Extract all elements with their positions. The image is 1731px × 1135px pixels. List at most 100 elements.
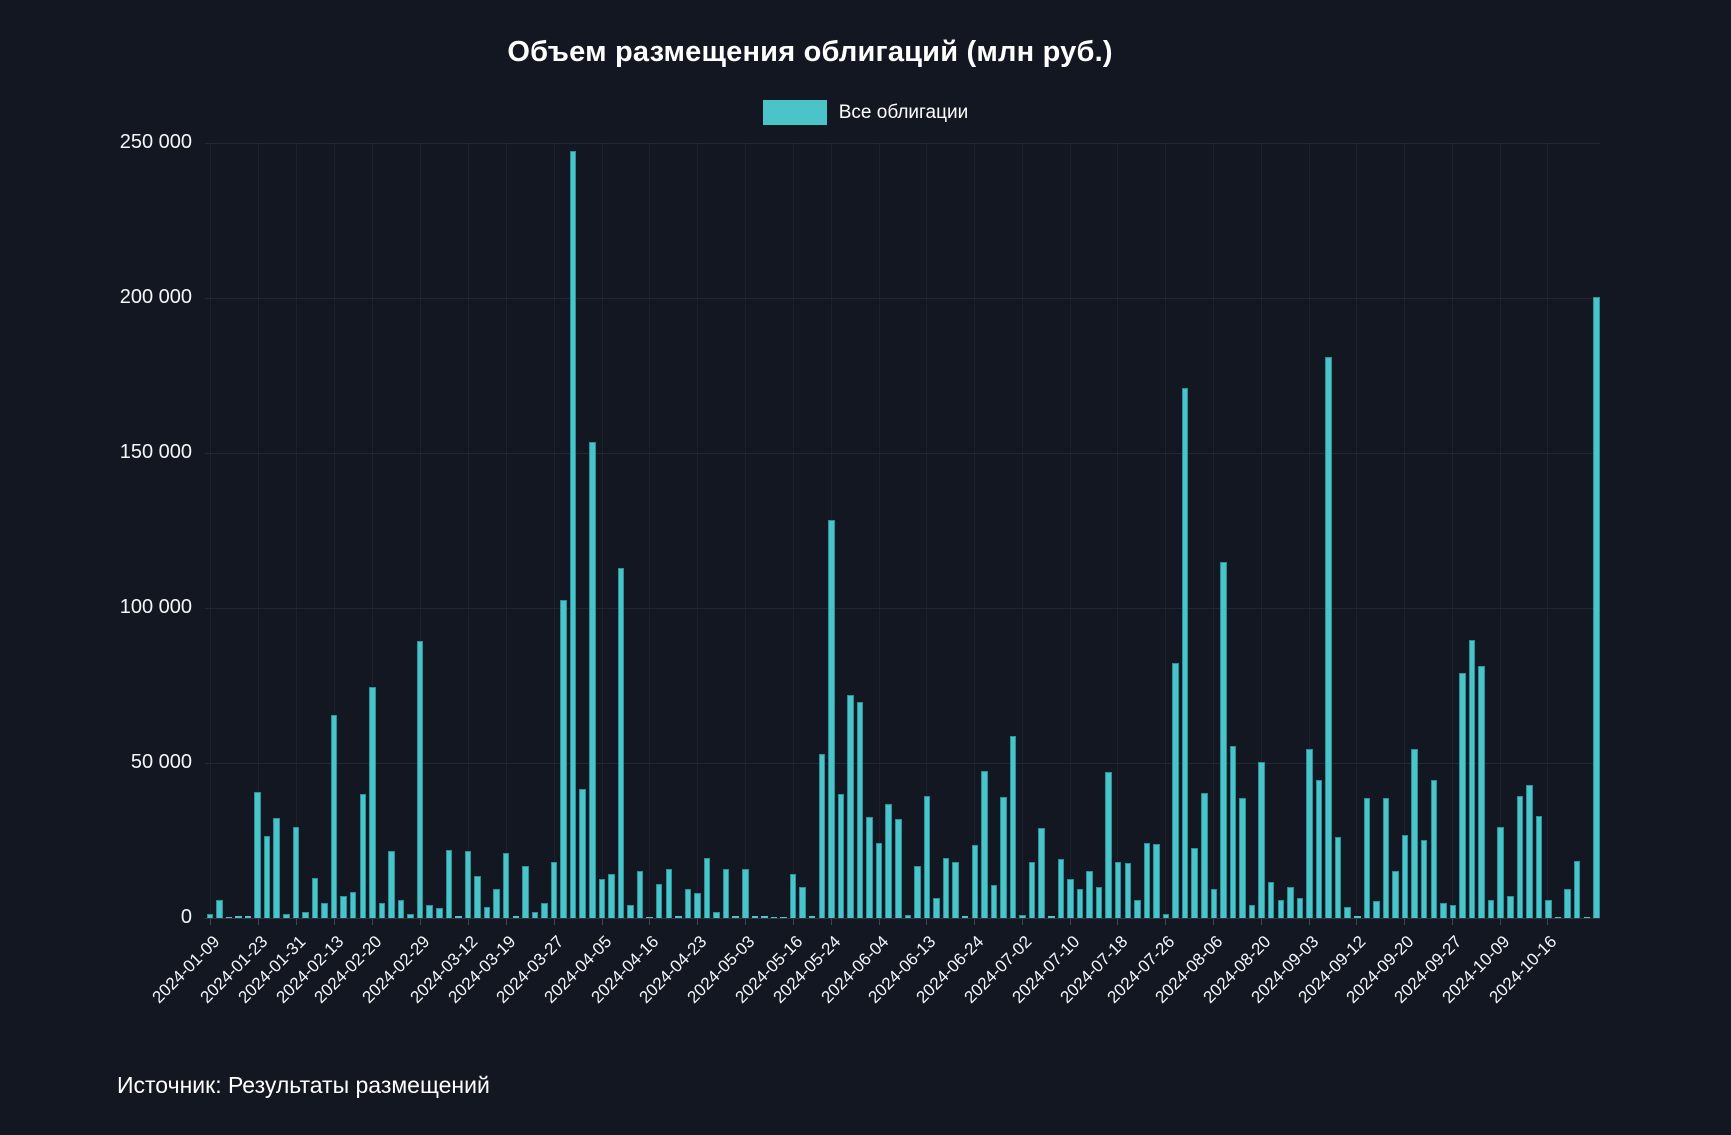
bar[interactable] (579, 789, 586, 918)
bar[interactable] (828, 519, 835, 918)
bar[interactable] (875, 842, 883, 918)
bar[interactable] (407, 913, 414, 918)
bar[interactable] (474, 876, 481, 918)
bar[interactable] (244, 916, 252, 918)
bar[interactable] (627, 904, 634, 918)
bar[interactable] (1354, 916, 1361, 918)
bar[interactable] (1535, 815, 1543, 918)
bar[interactable] (1210, 889, 1218, 918)
bar[interactable] (283, 914, 290, 918)
bar[interactable] (235, 916, 242, 918)
bar[interactable] (1554, 917, 1562, 918)
bar[interactable] (1459, 673, 1466, 918)
bar[interactable] (254, 791, 261, 918)
bar[interactable] (225, 916, 233, 918)
bar[interactable] (1478, 665, 1485, 918)
bar[interactable] (847, 694, 854, 918)
bar[interactable] (541, 903, 548, 918)
bar[interactable] (1344, 906, 1351, 918)
bar[interactable] (1440, 902, 1447, 918)
bar[interactable] (1593, 297, 1600, 918)
bar[interactable] (1095, 886, 1103, 918)
bar[interactable] (1315, 780, 1323, 918)
bar[interactable] (636, 871, 644, 918)
bar[interactable] (1248, 904, 1256, 918)
bar[interactable] (1363, 798, 1371, 918)
bar[interactable] (531, 911, 539, 918)
bar[interactable] (1411, 749, 1418, 918)
bar[interactable] (1468, 639, 1476, 918)
bar[interactable] (455, 915, 462, 918)
bar[interactable] (378, 902, 386, 918)
bar[interactable] (388, 851, 395, 918)
bar[interactable] (445, 849, 453, 918)
bar[interactable] (761, 916, 768, 918)
bar[interactable] (961, 915, 969, 918)
bar[interactable] (464, 851, 472, 918)
bar[interactable] (369, 687, 376, 918)
bar[interactable] (1153, 844, 1160, 918)
bar[interactable] (904, 914, 912, 918)
bar[interactable] (933, 898, 940, 918)
bar[interactable] (952, 861, 959, 918)
bar[interactable] (569, 150, 577, 918)
bar[interactable] (1220, 561, 1227, 918)
bar[interactable] (1229, 746, 1237, 918)
bar[interactable] (971, 845, 979, 918)
bar[interactable] (1449, 904, 1457, 918)
bar[interactable] (942, 858, 950, 918)
bar[interactable] (1277, 899, 1285, 918)
bar[interactable] (1048, 915, 1055, 918)
bar[interactable] (359, 794, 367, 918)
bar[interactable] (914, 865, 921, 918)
bar[interactable] (1105, 772, 1112, 918)
bar[interactable] (751, 915, 759, 918)
bar[interactable] (1067, 878, 1074, 918)
bar[interactable] (483, 906, 491, 918)
bar[interactable] (321, 903, 328, 918)
bar[interactable] (1382, 798, 1390, 918)
bar[interactable] (560, 599, 567, 918)
bar[interactable] (1258, 762, 1265, 918)
bar[interactable] (1162, 913, 1170, 918)
bar[interactable] (1134, 899, 1141, 918)
bar[interactable] (1545, 899, 1552, 918)
bar[interactable] (722, 868, 730, 918)
bar[interactable] (895, 819, 902, 918)
bar[interactable] (675, 915, 682, 918)
bar[interactable] (340, 896, 347, 918)
bar[interactable] (990, 885, 998, 918)
bar[interactable] (837, 794, 845, 918)
bar[interactable] (1516, 795, 1524, 918)
bar[interactable] (1057, 859, 1065, 918)
bar[interactable] (311, 877, 319, 918)
bar[interactable] (589, 442, 596, 918)
bar[interactable] (436, 907, 443, 918)
bar[interactable] (799, 886, 806, 918)
bar[interactable] (206, 913, 214, 918)
bar[interactable] (885, 803, 892, 918)
bar[interactable] (263, 836, 271, 918)
bar[interactable] (1487, 899, 1495, 918)
bar[interactable] (1420, 839, 1428, 918)
bar[interactable] (493, 889, 500, 918)
bar[interactable] (426, 904, 433, 918)
bar[interactable] (646, 917, 653, 918)
bar[interactable] (1430, 780, 1438, 918)
bar[interactable] (1191, 847, 1198, 918)
bar[interactable] (1028, 862, 1036, 918)
bar[interactable] (923, 795, 931, 918)
bar[interactable] (1019, 914, 1026, 918)
bar[interactable] (1287, 886, 1294, 918)
bar[interactable] (550, 861, 558, 918)
bar[interactable] (1573, 860, 1581, 918)
bar[interactable] (1306, 749, 1313, 918)
bar[interactable] (1124, 863, 1132, 918)
bar[interactable] (330, 714, 338, 918)
bar[interactable] (397, 899, 405, 918)
bar[interactable] (1401, 834, 1409, 918)
bar[interactable] (1239, 798, 1246, 918)
bar[interactable] (502, 852, 510, 918)
bar[interactable] (522, 865, 529, 918)
bar[interactable] (789, 873, 797, 918)
